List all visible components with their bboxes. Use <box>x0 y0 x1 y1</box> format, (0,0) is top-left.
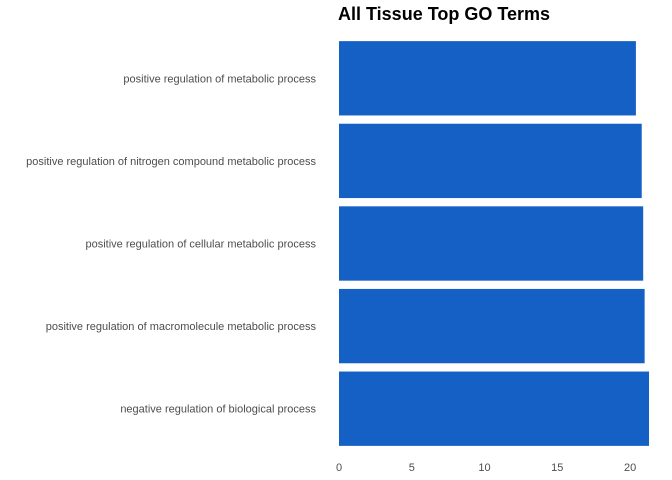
bar-5 <box>339 371 649 446</box>
category-label-2: positive regulation of nitrogen compound… <box>26 156 316 168</box>
category-labels: positive regulation of metabolic process… <box>26 73 316 415</box>
chart-title: All Tissue Top GO Terms <box>338 4 551 24</box>
x-tick-label-3: 10 <box>478 462 490 474</box>
bar-2 <box>339 123 642 199</box>
category-label-4: positive regulation of macromolecule met… <box>46 321 317 333</box>
x-tick-label-2: 5 <box>409 462 415 474</box>
category-label-3: positive regulation of cellular metaboli… <box>85 239 316 251</box>
x-tick-label-5: 20 <box>624 462 636 474</box>
bar-1 <box>339 41 636 116</box>
bars-group <box>339 41 649 446</box>
x-tick-label-1: 0 <box>336 462 342 474</box>
category-label-5: negative regulation of biological proces… <box>120 404 316 416</box>
bar-3 <box>339 206 644 281</box>
x-tick-label-4: 15 <box>551 462 563 474</box>
bar-4 <box>339 288 645 364</box>
category-label-1: positive regulation of metabolic process <box>123 73 316 85</box>
x-tick-labels: 0 5 10 15 20 <box>336 462 636 474</box>
